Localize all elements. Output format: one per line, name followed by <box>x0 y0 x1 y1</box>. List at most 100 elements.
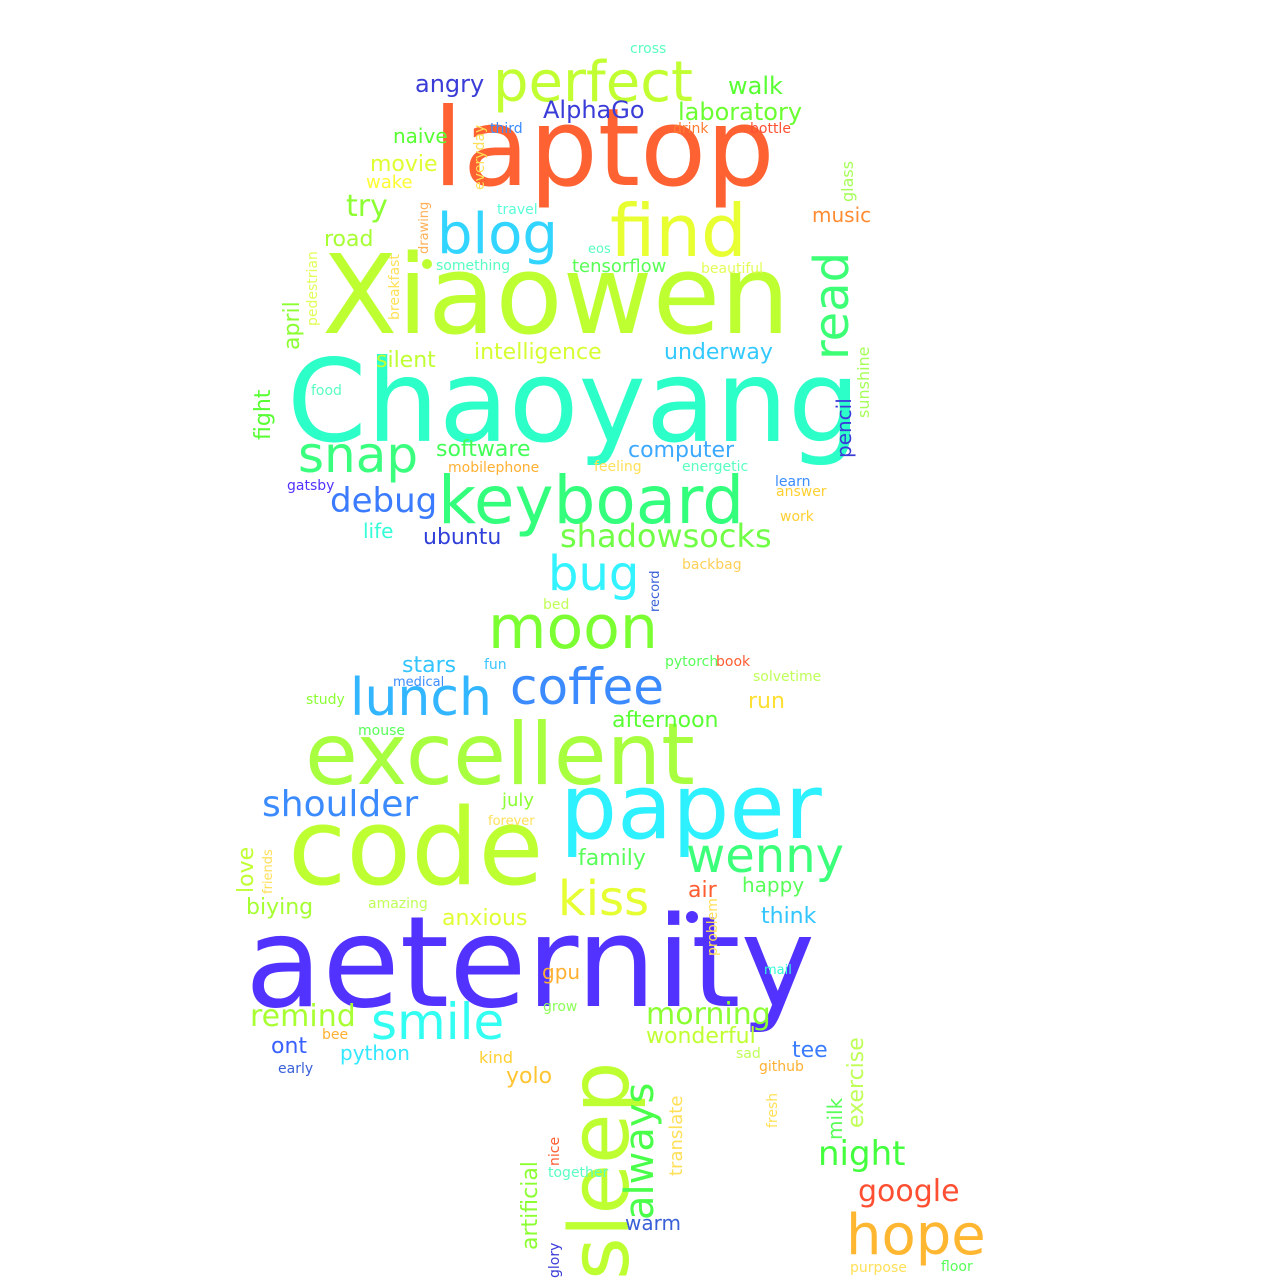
word-cross: cross <box>630 41 667 57</box>
word-glass: glass <box>838 160 857 202</box>
word-purpose: purpose <box>850 1260 907 1276</box>
word-love: love <box>234 846 259 893</box>
word-kind: kind <box>479 1048 514 1067</box>
word-fresh: fresh <box>765 1092 781 1128</box>
word-laboratory: laboratory <box>678 98 803 126</box>
word-bed: bed <box>543 597 570 613</box>
word-movie: movie <box>370 152 438 177</box>
word-wenny: wenny <box>686 828 845 884</box>
word-software: software <box>436 437 531 462</box>
word-air: air <box>688 878 717 903</box>
word-silent: silent <box>376 348 436 373</box>
word-nice: nice <box>547 1136 563 1166</box>
word-walk: walk <box>728 72 783 100</box>
word-angry: angry <box>415 70 485 98</box>
word-ont: ont <box>271 1034 308 1059</box>
word-artificial: artificial <box>518 1161 543 1250</box>
word-coffee: coffee <box>510 658 665 716</box>
word-exercise: exercise <box>844 1037 869 1128</box>
word-problem: problem <box>705 898 721 956</box>
word-solvetime: solvetime <box>753 669 822 685</box>
word-paper: paper <box>560 755 822 860</box>
word-backbag: backbag <box>682 557 742 573</box>
word-alphago: AlphaGo <box>543 96 645 124</box>
word-life: life <box>363 519 394 543</box>
word-glory: glory <box>547 1242 563 1278</box>
word-night: night <box>818 1134 906 1174</box>
word-tee: tee <box>792 1038 828 1063</box>
word-fight: fight <box>251 389 276 440</box>
word-laptop: laptop <box>433 86 775 211</box>
word-excellent: excellent <box>305 705 695 805</box>
word-sunshine: sunshine <box>854 346 873 418</box>
word-debug: debug <box>330 481 438 521</box>
word-keyboard: keyboard <box>438 462 745 539</box>
word-friends: friends <box>261 849 276 894</box>
word-mail: mail <box>764 963 792 978</box>
word-biying: biying <box>246 895 314 920</box>
word-medical: medical <box>393 675 445 690</box>
word-mobilephone: mobilephone <box>448 460 540 476</box>
word-perfect: perfect <box>493 50 693 115</box>
word-chaoyang: Chaoyang <box>287 335 861 468</box>
word-something: something <box>436 258 511 274</box>
word-try: try <box>346 189 388 224</box>
word-gpu: gpu <box>542 960 581 984</box>
word-grow: grow <box>543 999 578 1015</box>
word-intelligence: intelligence <box>474 340 602 365</box>
word-github: github <box>759 1059 804 1075</box>
word-floor: floor <box>941 1259 973 1275</box>
word-bee: bee <box>322 1027 349 1043</box>
word-stars: stars <box>402 653 457 678</box>
word-family: family <box>578 846 646 871</box>
word-wake: wake <box>366 172 413 193</box>
word-breakfast: breakfast <box>387 254 403 320</box>
word-april: april <box>280 301 305 350</box>
word-hope: hope <box>846 1203 986 1268</box>
word-always: always <box>617 1082 663 1220</box>
word-amazing: amazing <box>368 896 428 912</box>
word-computer: computer <box>628 438 735 463</box>
word-remind: remind <box>250 999 356 1034</box>
word-third: third <box>490 121 523 137</box>
word-happy: happy <box>742 873 805 897</box>
word-fun: fun <box>484 657 507 673</box>
word-milk: milk <box>823 1097 847 1140</box>
decorative-dot <box>422 259 432 269</box>
word-yolo: yolo <box>506 1064 553 1089</box>
word-python: python <box>340 1041 410 1065</box>
word-translate: translate <box>666 1095 687 1176</box>
word-find: find <box>610 189 747 273</box>
word-pencil: pencil <box>832 398 856 458</box>
word-feeling: feeling <box>594 459 642 475</box>
word-road: road <box>324 227 374 252</box>
word-afternoon: afternoon <box>612 708 719 733</box>
word-naive: naive <box>393 124 448 148</box>
word-anxious: anxious <box>442 906 528 931</box>
word-aeternity: aeternity <box>245 889 816 1036</box>
word-kiss: kiss <box>558 871 650 927</box>
word-study: study <box>306 692 345 708</box>
word-july: july <box>502 790 535 811</box>
word-eos: eos <box>588 242 611 257</box>
word-run: run <box>748 689 785 714</box>
word-think: think <box>761 904 817 929</box>
word-tensorflow: tensorflow <box>572 256 667 277</box>
word-underway: underway <box>664 340 773 365</box>
word-moon: moon <box>488 593 658 663</box>
word-forever: forever <box>488 814 535 829</box>
word-morning: morning <box>646 997 771 1032</box>
word-drawing: drawing <box>417 201 432 254</box>
word-early: early <box>278 1061 314 1077</box>
word-ubuntu: ubuntu <box>423 525 502 550</box>
word-food: food <box>311 383 342 399</box>
word-sad: sad <box>736 1046 761 1062</box>
word-wonderful: wonderful <box>646 1024 756 1049</box>
word-work: work <box>780 509 814 525</box>
word-blog: blog <box>437 202 558 267</box>
word-energetic: energetic <box>682 459 749 475</box>
word-book: book <box>716 654 751 670</box>
word-together: together <box>548 1165 609 1181</box>
word-answer: answer <box>776 484 827 500</box>
